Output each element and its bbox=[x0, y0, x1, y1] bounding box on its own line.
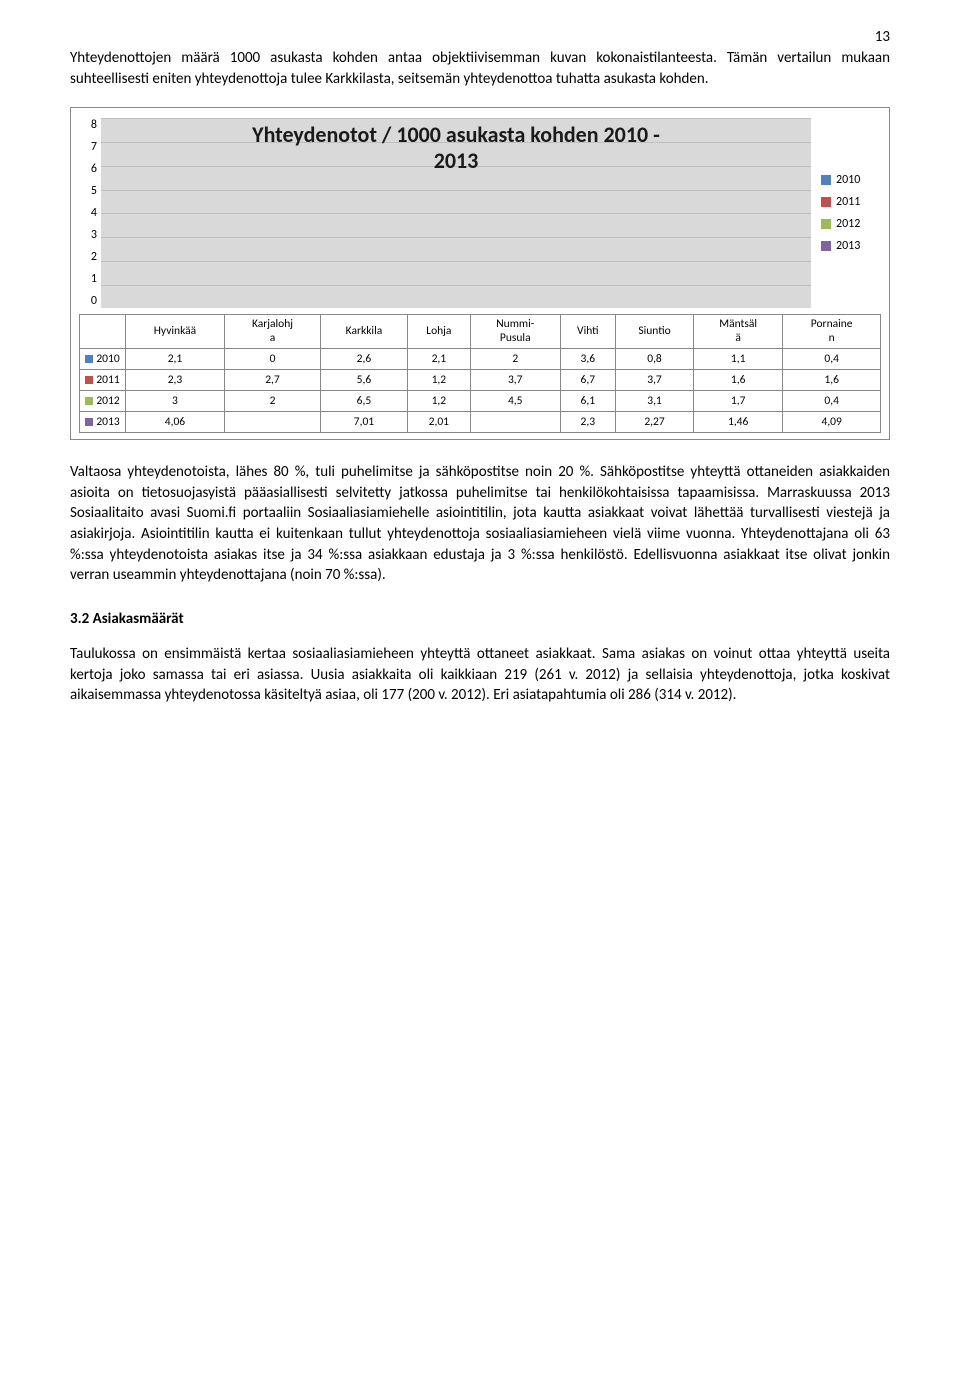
table-cell: 5,6 bbox=[321, 369, 408, 390]
client-counts-paragraph: Taulukossa on ensimmäistä kertaa sosiaal… bbox=[70, 644, 890, 706]
table-col-header: Lohja bbox=[407, 315, 470, 348]
chart-bars bbox=[101, 118, 811, 308]
legend-label: 2013 bbox=[836, 239, 860, 253]
y-tick: 8 bbox=[79, 118, 97, 132]
legend-label: 2011 bbox=[836, 195, 860, 209]
table-cell: 1,2 bbox=[407, 390, 470, 411]
legend-item: 2012 bbox=[821, 217, 881, 231]
row-swatch bbox=[85, 418, 93, 426]
table-cell: 0,4 bbox=[783, 390, 881, 411]
table-cell: 2,3 bbox=[126, 369, 225, 390]
table-col-header: Vihti bbox=[560, 315, 615, 348]
legend-swatch bbox=[821, 219, 831, 229]
table-cell: 1,6 bbox=[694, 369, 783, 390]
y-tick: 0 bbox=[79, 294, 97, 308]
table-cell: 1,1 bbox=[694, 348, 783, 369]
table-cell: 3 bbox=[126, 390, 225, 411]
table-cell: 2,01 bbox=[407, 411, 470, 432]
table-cell: 1,7 bbox=[694, 390, 783, 411]
intro-paragraph: Yhteydenottojen määrä 1000 asukasta kohd… bbox=[70, 48, 890, 89]
row-swatch bbox=[85, 397, 93, 405]
y-tick: 4 bbox=[79, 206, 97, 220]
table-col-header: Nummi-Pusula bbox=[470, 315, 560, 348]
row-year: 2011 bbox=[96, 373, 119, 387]
chart-plot-area: Yhteydenotot / 1000 asukasta kohden 2010… bbox=[101, 118, 811, 308]
legend-label: 2012 bbox=[836, 217, 860, 231]
table-cell: 3,1 bbox=[615, 390, 693, 411]
table-col-header: Mäntsälä bbox=[694, 315, 783, 348]
table-cell: 2,7 bbox=[224, 369, 320, 390]
table-cell: 2,27 bbox=[615, 411, 693, 432]
legend-swatch bbox=[821, 241, 831, 251]
table-cell: 2,3 bbox=[560, 411, 615, 432]
legend-item: 2011 bbox=[821, 195, 881, 209]
table-cell: 0 bbox=[224, 348, 320, 369]
row-swatch bbox=[85, 376, 93, 384]
page-number: 13 bbox=[875, 28, 890, 46]
table-cell: 1,6 bbox=[783, 369, 881, 390]
table-row: 2013 4,06 7,012,01 2,32,271,464,09 bbox=[80, 411, 881, 432]
table-cell: 2,1 bbox=[126, 348, 225, 369]
table-cell: 3,6 bbox=[560, 348, 615, 369]
table-col-header: Siuntio bbox=[615, 315, 693, 348]
legend-swatch bbox=[821, 175, 831, 185]
row-year: 2010 bbox=[96, 352, 119, 366]
chart-legend: 2010 2011 2012 2013 bbox=[811, 118, 881, 308]
table-row-header: 2010 bbox=[80, 348, 126, 369]
table-cell: 1,46 bbox=[694, 411, 783, 432]
table-cell: 7,01 bbox=[321, 411, 408, 432]
table-row-header: 2011 bbox=[80, 369, 126, 390]
y-tick: 1 bbox=[79, 272, 97, 286]
table-cell: 2,6 bbox=[321, 348, 408, 369]
section-heading: 3.2 Asiakasmäärät bbox=[70, 610, 890, 628]
table-cell: 6,7 bbox=[560, 369, 615, 390]
table-row-header: 2012 bbox=[80, 390, 126, 411]
table-col-header: Pornainen bbox=[783, 315, 881, 348]
row-year: 2012 bbox=[96, 394, 119, 408]
y-tick: 7 bbox=[79, 140, 97, 154]
table-cell: 2 bbox=[470, 348, 560, 369]
table-cell: 4,06 bbox=[126, 411, 225, 432]
table-cell: 6,5 bbox=[321, 390, 408, 411]
legend-swatch bbox=[821, 197, 831, 207]
legend-label: 2010 bbox=[836, 173, 860, 187]
table-row: 20102,102,62,123,60,81,10,4 bbox=[80, 348, 881, 369]
chart-y-axis: 8 7 6 5 4 3 2 1 0 bbox=[79, 118, 101, 308]
table-cell bbox=[224, 411, 320, 432]
table-row-header: 2013 bbox=[80, 411, 126, 432]
y-tick: 2 bbox=[79, 250, 97, 264]
table-col-header: Hyvinkää bbox=[126, 315, 225, 348]
chart-container: 876543210 Yhteydenotot / 1000 asukasta k… bbox=[70, 107, 890, 439]
table-cell: 4,5 bbox=[470, 390, 560, 411]
table-col-header: Karkkila bbox=[321, 315, 408, 348]
table-cell: 3,7 bbox=[615, 369, 693, 390]
table-cell: 0,8 bbox=[615, 348, 693, 369]
y-tick: 6 bbox=[79, 162, 97, 176]
table-cell: 3,7 bbox=[470, 369, 560, 390]
table-row: 20112,32,75,61,23,76,73,71,61,6 bbox=[80, 369, 881, 390]
chart-data-table: HyvinkääKarjalohjaKarkkilaLohjaNummi-Pus… bbox=[79, 314, 881, 432]
table-cell: 0,4 bbox=[783, 348, 881, 369]
table-corner bbox=[80, 315, 126, 348]
table-row: 2012 326,51,24,56,13,11,70,4 bbox=[80, 390, 881, 411]
table-cell: 4,09 bbox=[783, 411, 881, 432]
table-col-header: Karjalohja bbox=[224, 315, 320, 348]
analysis-paragraph: Valtaosa yhteydenotoista, lähes 80 %, tu… bbox=[70, 462, 890, 586]
legend-item: 2013 bbox=[821, 239, 881, 253]
table-cell: 6,1 bbox=[560, 390, 615, 411]
table-cell: 2 bbox=[224, 390, 320, 411]
table-cell: 2,1 bbox=[407, 348, 470, 369]
row-swatch bbox=[85, 355, 93, 363]
y-tick: 3 bbox=[79, 228, 97, 242]
row-year: 2013 bbox=[96, 415, 119, 429]
legend-item: 2010 bbox=[821, 173, 881, 187]
y-tick: 5 bbox=[79, 184, 97, 198]
table-cell: 1,2 bbox=[407, 369, 470, 390]
table-cell bbox=[470, 411, 560, 432]
